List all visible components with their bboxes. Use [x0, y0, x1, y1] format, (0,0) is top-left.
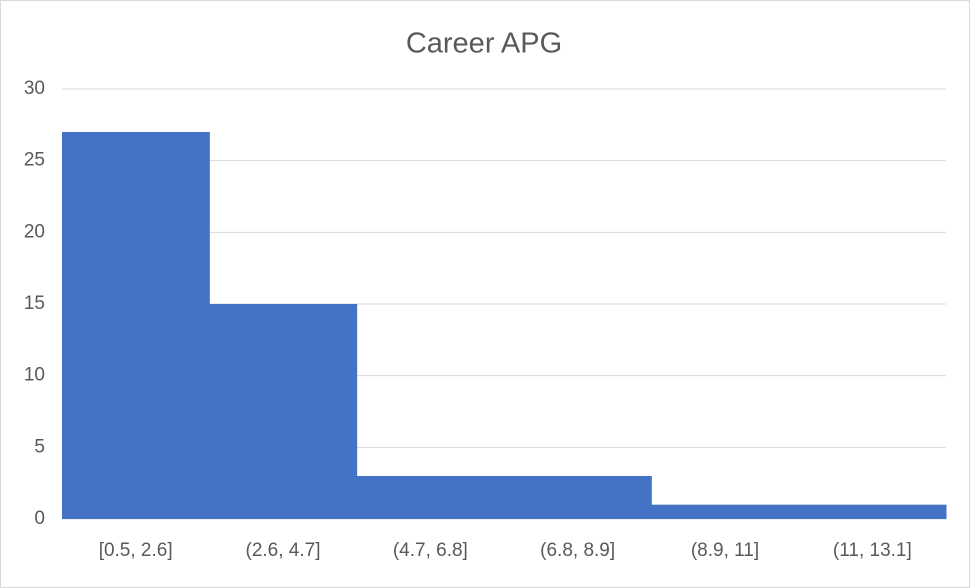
- x-tick-label: (11, 13.1]: [833, 540, 912, 561]
- y-tick-label: 25: [24, 150, 45, 171]
- y-tick-label: 20: [24, 221, 45, 242]
- bar: [62, 132, 210, 519]
- y-tick-label: 15: [24, 293, 45, 314]
- x-tick-label: (6.8, 8.9]: [540, 540, 615, 561]
- bar: [651, 504, 800, 519]
- x-tick-label: (8.9, 11]: [691, 540, 759, 561]
- x-tick-label: (2.6, 4.7]: [246, 540, 321, 561]
- y-tick-label: 30: [24, 78, 45, 99]
- chart-title: Career APG: [406, 28, 562, 60]
- y-tick-label: 5: [34, 436, 45, 457]
- bar: [504, 476, 652, 519]
- y-tick-label: 0: [34, 508, 45, 529]
- bar: [356, 476, 505, 519]
- x-tick-label: (4.7, 6.8]: [393, 540, 468, 561]
- y-tick-label: 10: [24, 365, 45, 386]
- bar: [209, 304, 358, 519]
- bar: [798, 504, 947, 519]
- x-tick-label: [0.5, 2.6]: [99, 540, 173, 561]
